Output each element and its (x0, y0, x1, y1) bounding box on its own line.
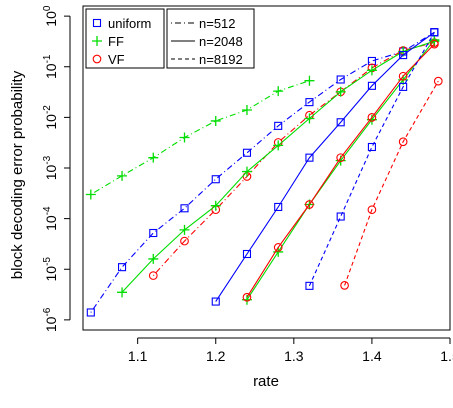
series-ff-1 (85, 75, 315, 200)
data-point-square (367, 81, 376, 90)
data-point-square (336, 212, 345, 221)
data-point-circle (340, 281, 349, 290)
x-tick-label: 1.2 (206, 348, 226, 364)
legend-marker-square (92, 18, 102, 28)
data-point-plus (304, 75, 315, 86)
data-point-square (305, 153, 314, 162)
series-layer (85, 28, 443, 317)
x-tick-label: 1.5 (440, 348, 453, 364)
data-point-plus (179, 224, 190, 235)
series-line (90, 31, 435, 313)
data-point-circle (180, 236, 189, 246)
series-vf-8 (340, 76, 443, 290)
data-point-circle (148, 271, 158, 280)
data-point-circle (305, 200, 314, 209)
y-tick-label: 10-3 (42, 155, 59, 180)
data-point-plus (335, 86, 346, 97)
x-tick-label: 1.4 (362, 348, 382, 364)
data-point-circle (242, 292, 252, 302)
x-tick-label: 1.1 (128, 348, 148, 364)
x-axis-label: rate (253, 373, 279, 390)
series-line (344, 80, 439, 286)
plot-frame (82, 5, 451, 331)
y-tick-label: 10-5 (42, 257, 59, 282)
data-point-plus (210, 115, 221, 126)
data-point-circle (433, 76, 443, 86)
data-point-square (211, 297, 220, 306)
legend-scheme-box (85, 8, 165, 69)
data-point-plus (210, 200, 221, 211)
y-axis-label: block decoding error probability (9, 70, 26, 279)
legend-scheme-label: FF (108, 34, 124, 49)
legend-length-label: n=2048 (199, 34, 243, 49)
data-point-square (399, 82, 408, 91)
data-point-square (242, 148, 252, 157)
data-point-circle (430, 39, 439, 49)
data-point-plus (179, 132, 190, 143)
legend-scheme-label: VF (108, 52, 125, 67)
data-point-plus (241, 166, 252, 177)
data-point-square (149, 228, 158, 238)
data-point-square (305, 98, 314, 107)
data-point-square (242, 249, 252, 259)
legend-scheme-label: uniform (108, 16, 151, 31)
data-point-square (430, 28, 439, 37)
series-line (152, 42, 435, 276)
series-ff-3 (117, 36, 440, 298)
data-point-square (274, 121, 283, 130)
legend-layer: uniform FF VF n=512 n=2048 n=8192 (85, 8, 255, 69)
legend-length-box (166, 8, 255, 69)
data-point-square (367, 142, 376, 152)
data-point-square (367, 56, 376, 66)
data-point-square (336, 118, 345, 127)
y-tick-label: 10-2 (42, 105, 59, 130)
series-vf-6 (242, 39, 439, 302)
y-tick-label: 10-4 (42, 206, 59, 231)
data-point-plus (117, 170, 128, 181)
data-point-circle (336, 153, 346, 163)
series-line (308, 32, 435, 287)
data-point-circle (273, 243, 283, 252)
data-point-plus (117, 287, 128, 298)
series-line (215, 31, 435, 302)
data-point-circle (367, 205, 377, 215)
data-point-plus (148, 152, 159, 163)
data-point-circle (398, 71, 408, 81)
data-point-square (305, 281, 314, 290)
data-point-plus (273, 140, 284, 151)
data-point-plus (304, 113, 315, 124)
data-point-square (117, 263, 127, 272)
legend-marker-circle (92, 54, 102, 64)
data-point-square (86, 308, 95, 317)
data-point-circle (398, 137, 408, 147)
data-point-square (180, 204, 189, 213)
data-point-plus (241, 104, 252, 115)
data-point-plus (85, 189, 96, 200)
legend-length-label: n=8192 (199, 52, 243, 67)
axes-layer: 1.1 1.2 1.3 1.4 1.5 10-6 10-5 10-4 10-3 10-2 10-1 1… (42, 5, 453, 364)
series-uniform-7 (305, 28, 439, 290)
data-point-plus (366, 65, 377, 76)
y-tick-label: 10-1 (42, 54, 59, 79)
data-point-square (336, 75, 345, 84)
y-tick-label: 10-6 (42, 307, 59, 332)
legend-marker-plus (92, 36, 102, 46)
series-uniform-4 (211, 28, 439, 306)
data-point-circle (367, 113, 377, 122)
data-point-plus (273, 86, 284, 97)
series-line (90, 80, 310, 195)
data-point-plus (148, 253, 159, 264)
data-point-square (274, 202, 283, 212)
series-line (246, 43, 435, 298)
data-point-square (211, 175, 220, 184)
legend-length-label: n=512 (199, 16, 236, 31)
data-point-square (399, 51, 408, 60)
y-tick-label: 100 (42, 5, 59, 27)
x-tick-label: 1.3 (284, 348, 304, 364)
